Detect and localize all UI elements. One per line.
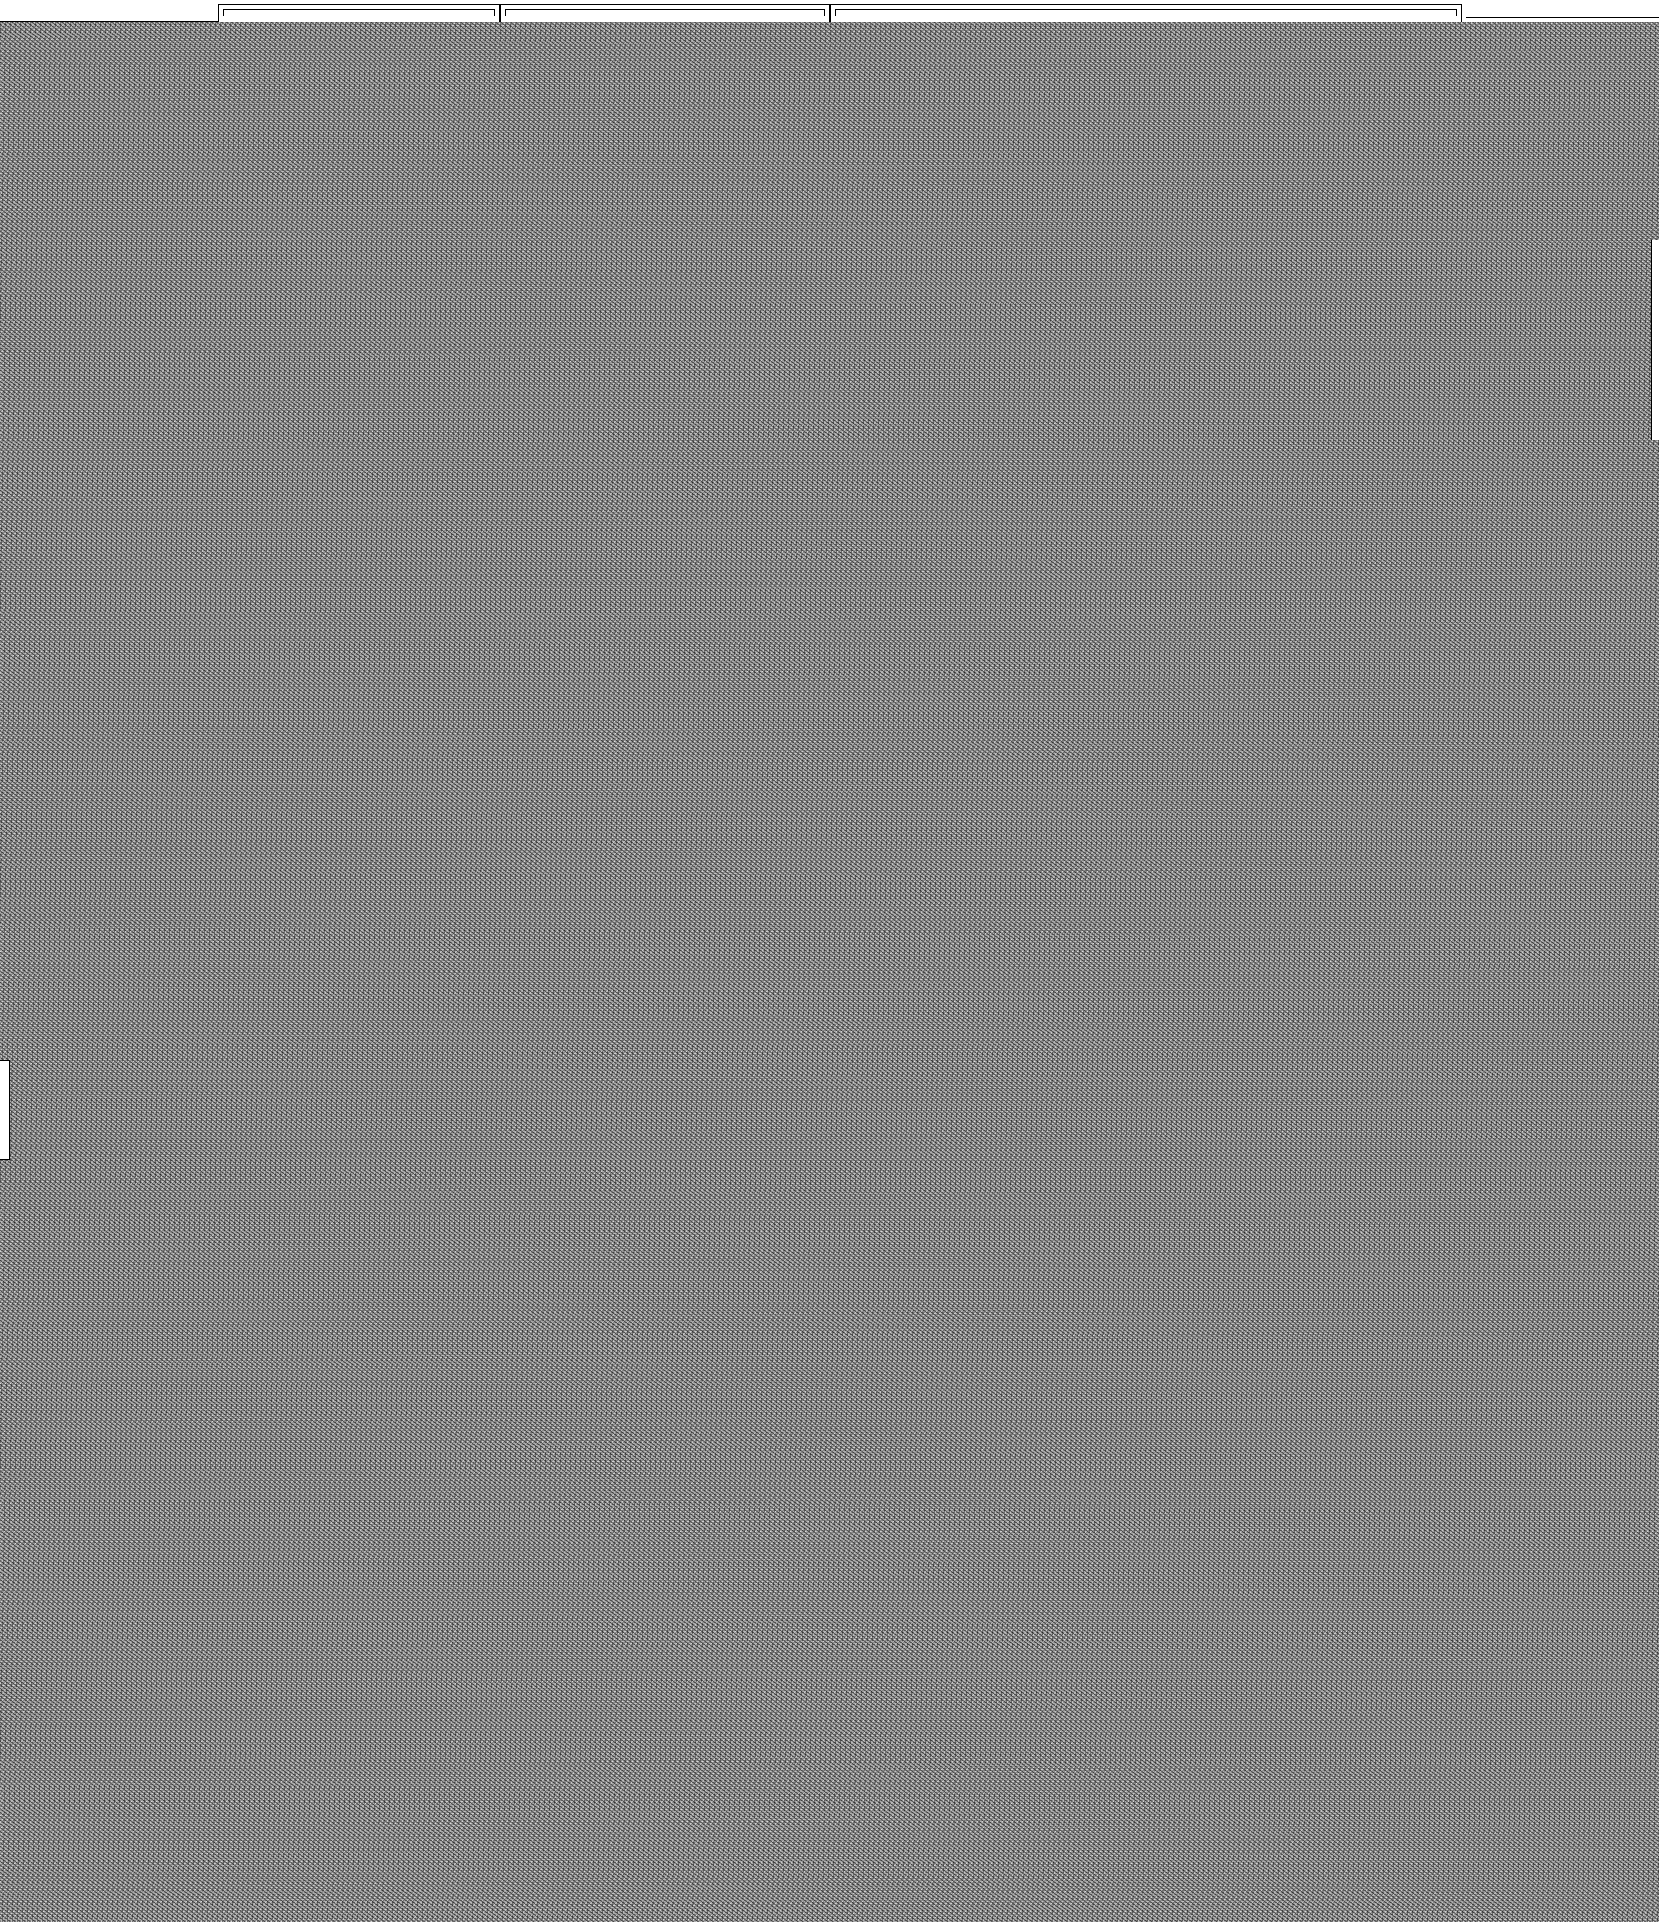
tab-1-label [223,9,495,16]
tab-bar-right-edge [1466,0,1659,18]
noise-canvas[interactable] [0,22,1659,1922]
tab-1[interactable] [218,4,500,22]
tab-2-label [505,9,825,16]
left-edge-handle [0,1060,10,1160]
tab-3-label [835,9,1457,16]
tab-2[interactable] [500,4,830,22]
tab-bar-left-edge [0,0,218,22]
tab-3[interactable] [830,4,1462,22]
right-edge-handle [1651,240,1659,440]
